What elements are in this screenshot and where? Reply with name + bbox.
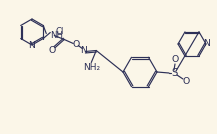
Text: N: N	[29, 40, 35, 49]
Text: O: O	[171, 55, 179, 64]
Text: O: O	[73, 40, 80, 49]
Text: N: N	[80, 46, 87, 55]
Text: O: O	[182, 77, 190, 85]
Text: NH₂: NH₂	[83, 63, 100, 72]
Text: O: O	[49, 46, 56, 55]
Text: NH: NH	[50, 31, 63, 40]
Text: S: S	[171, 68, 177, 78]
Text: Cl: Cl	[55, 27, 64, 36]
Text: N: N	[204, 40, 210, 49]
